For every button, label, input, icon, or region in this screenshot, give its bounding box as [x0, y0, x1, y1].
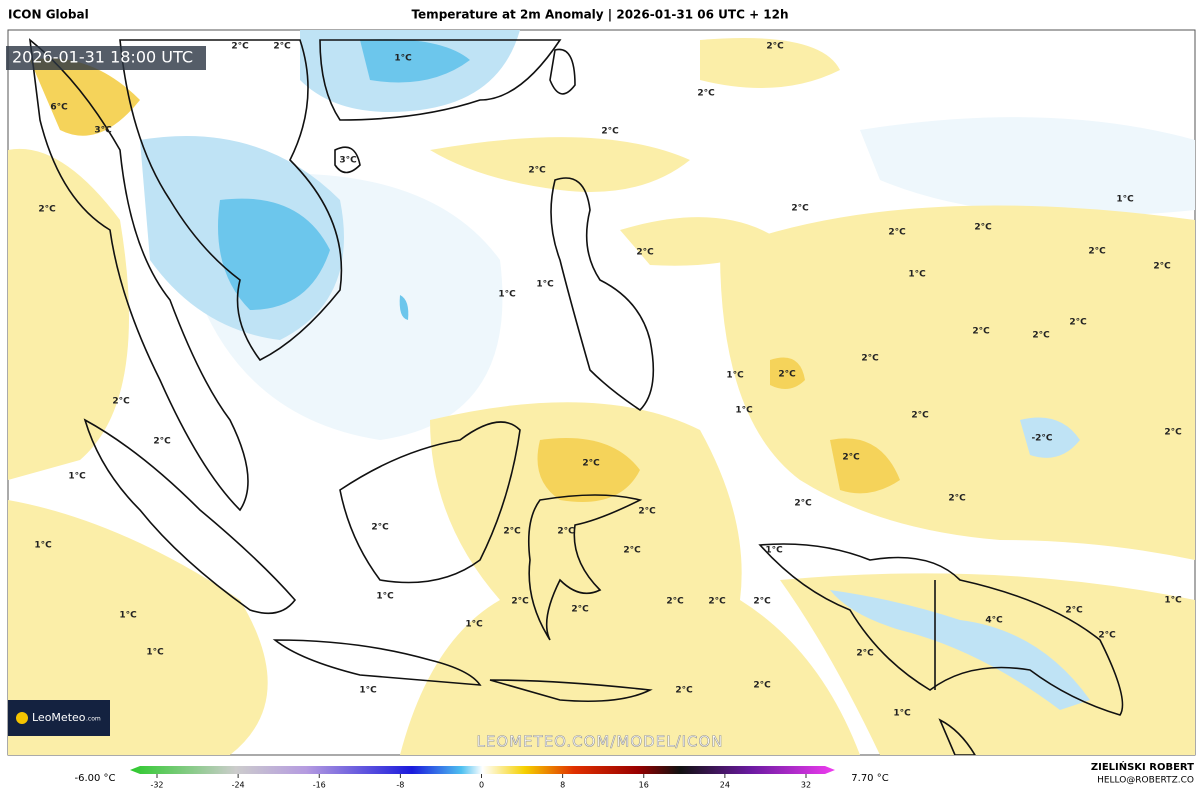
anomaly-label: 2°C	[1164, 428, 1182, 438]
anomaly-label: 1°C	[735, 406, 753, 416]
map-labels: 2°C 2°C 1°C 2°C 2°C 2°C 6°C 3°C 3°C 2°C 2°C 2°C 1°C 2…	[34, 42, 1182, 719]
anomaly-label: 2°C	[38, 205, 56, 215]
anomaly-label: 2°C	[636, 248, 654, 258]
anomaly-label: 2°C	[153, 437, 171, 447]
anomaly-label: 2°C	[571, 605, 589, 615]
anomaly-label: 1°C	[119, 611, 137, 621]
anomaly-label: 2°C	[766, 42, 784, 52]
colorbar-tick-label: 16	[639, 781, 649, 789]
anomaly-label: 1°C	[1164, 596, 1182, 606]
colorbar-tick-label: 24	[720, 781, 730, 789]
anomaly-label: 2°C	[1153, 262, 1171, 272]
anomaly-label: 2°C	[666, 597, 684, 607]
anomaly-label: 2°C	[601, 127, 619, 137]
anomaly-label: 1°C	[726, 371, 744, 381]
anomaly-label: 2°C	[753, 681, 771, 691]
anomaly-label: 2°C	[708, 597, 726, 607]
anomaly-label: 2°C	[528, 166, 546, 176]
anomaly-label: 1°C	[376, 592, 394, 602]
logo-name: LeoMeteo	[32, 711, 86, 724]
anomaly-label: 1°C	[765, 546, 783, 556]
anomaly-label: 1°C	[34, 541, 52, 551]
colorbar-tick-label: -8	[396, 781, 404, 789]
anomaly-label: 2°C	[948, 494, 966, 504]
anomaly-label: 1°C	[146, 648, 164, 658]
valid-time: 2026-01-31 18:00 UTC	[12, 48, 193, 67]
anomaly-label: 1°C	[394, 54, 412, 64]
anomaly-label: 1°C	[1116, 195, 1134, 205]
anomaly-label: 3°C	[94, 126, 112, 136]
anomaly-label: 2°C	[1069, 318, 1087, 328]
colorbar	[130, 766, 835, 774]
anomaly-label: 2°C	[675, 686, 693, 696]
colorbar-max: 7.70 °C	[851, 773, 888, 784]
anomaly-label: 2°C	[861, 354, 879, 364]
anomaly-label: 2°C	[623, 546, 641, 556]
anomaly-label: 2°C	[1098, 631, 1116, 641]
anomaly-label: 1°C	[498, 290, 516, 300]
anomaly-label: 2°C	[856, 649, 874, 659]
anomaly-label: 2°C	[1065, 606, 1083, 616]
anomaly-label: 2°C	[794, 499, 812, 509]
anomaly-label: 2°C	[273, 42, 291, 52]
colorbar-tick-label: -16	[313, 781, 326, 789]
colorbar-tick-label: 32	[801, 781, 811, 789]
anomaly-label: 2°C	[974, 223, 992, 233]
anomaly-label: 2°C	[371, 523, 389, 533]
colorbar-ticks: -32 -24 -16 -8 0 8 16 24 32	[150, 774, 811, 789]
anomaly-label: 2°C	[231, 42, 249, 52]
anomaly-label: 2°C	[697, 89, 715, 99]
colorbar-tick-label: -24	[232, 781, 245, 789]
anomaly-label: 1°C	[908, 270, 926, 280]
anomaly-label: 2°C	[1032, 331, 1050, 341]
anomaly-label: 2°C	[778, 370, 796, 380]
anomaly-label: 2°C	[972, 327, 990, 337]
model-name: ICON Global	[8, 8, 89, 22]
colorbar-min: -6.00 °C	[74, 773, 115, 784]
anomaly-label: 1°C	[893, 709, 911, 719]
colorbar-tick-label: -32	[150, 781, 163, 789]
contact: HELLO@ROBERTZ.CO	[1097, 776, 1194, 786]
anomaly-label: 1°C	[68, 472, 86, 482]
anomaly-label: 2°C	[557, 527, 575, 537]
anomaly-label: 2°C	[503, 527, 521, 537]
anomaly-label: 2°C	[842, 453, 860, 463]
title: Temperature at 2m Anomaly | 2026-01-31 0…	[411, 8, 788, 22]
anomaly-label: 6°C	[50, 103, 68, 113]
anomaly-label: 2°C	[791, 204, 809, 214]
colorbar-tick-label: 8	[560, 781, 565, 789]
anomaly-label: 2°C	[1088, 247, 1106, 257]
anomaly-label: -2°C	[1031, 434, 1052, 444]
anomaly-label: 3°C	[339, 156, 357, 166]
anomaly-label: 2°C	[888, 228, 906, 238]
map	[7, 29, 1196, 756]
anomaly-label: 2°C	[753, 597, 771, 607]
anomaly-label: 2°C	[582, 459, 600, 469]
anomaly-label: 2°C	[911, 411, 929, 421]
anomaly-label: 1°C	[536, 280, 554, 290]
anomaly-label: 2°C	[112, 397, 130, 407]
anomaly-label: 2°C	[638, 507, 656, 517]
anomaly-label: 2°C	[511, 597, 529, 607]
logo-suffix: .com	[86, 716, 101, 723]
anomaly-label: 1°C	[465, 620, 483, 630]
anomaly-label: 4°C	[985, 616, 1003, 626]
watermark: LEOMETEO.COM/MODEL/ICON	[476, 733, 723, 751]
anomaly-label: 1°C	[359, 686, 377, 696]
colorbar-tick-label: 0	[479, 781, 484, 789]
author: ZIELIŃSKI ROBERT	[1091, 760, 1194, 773]
